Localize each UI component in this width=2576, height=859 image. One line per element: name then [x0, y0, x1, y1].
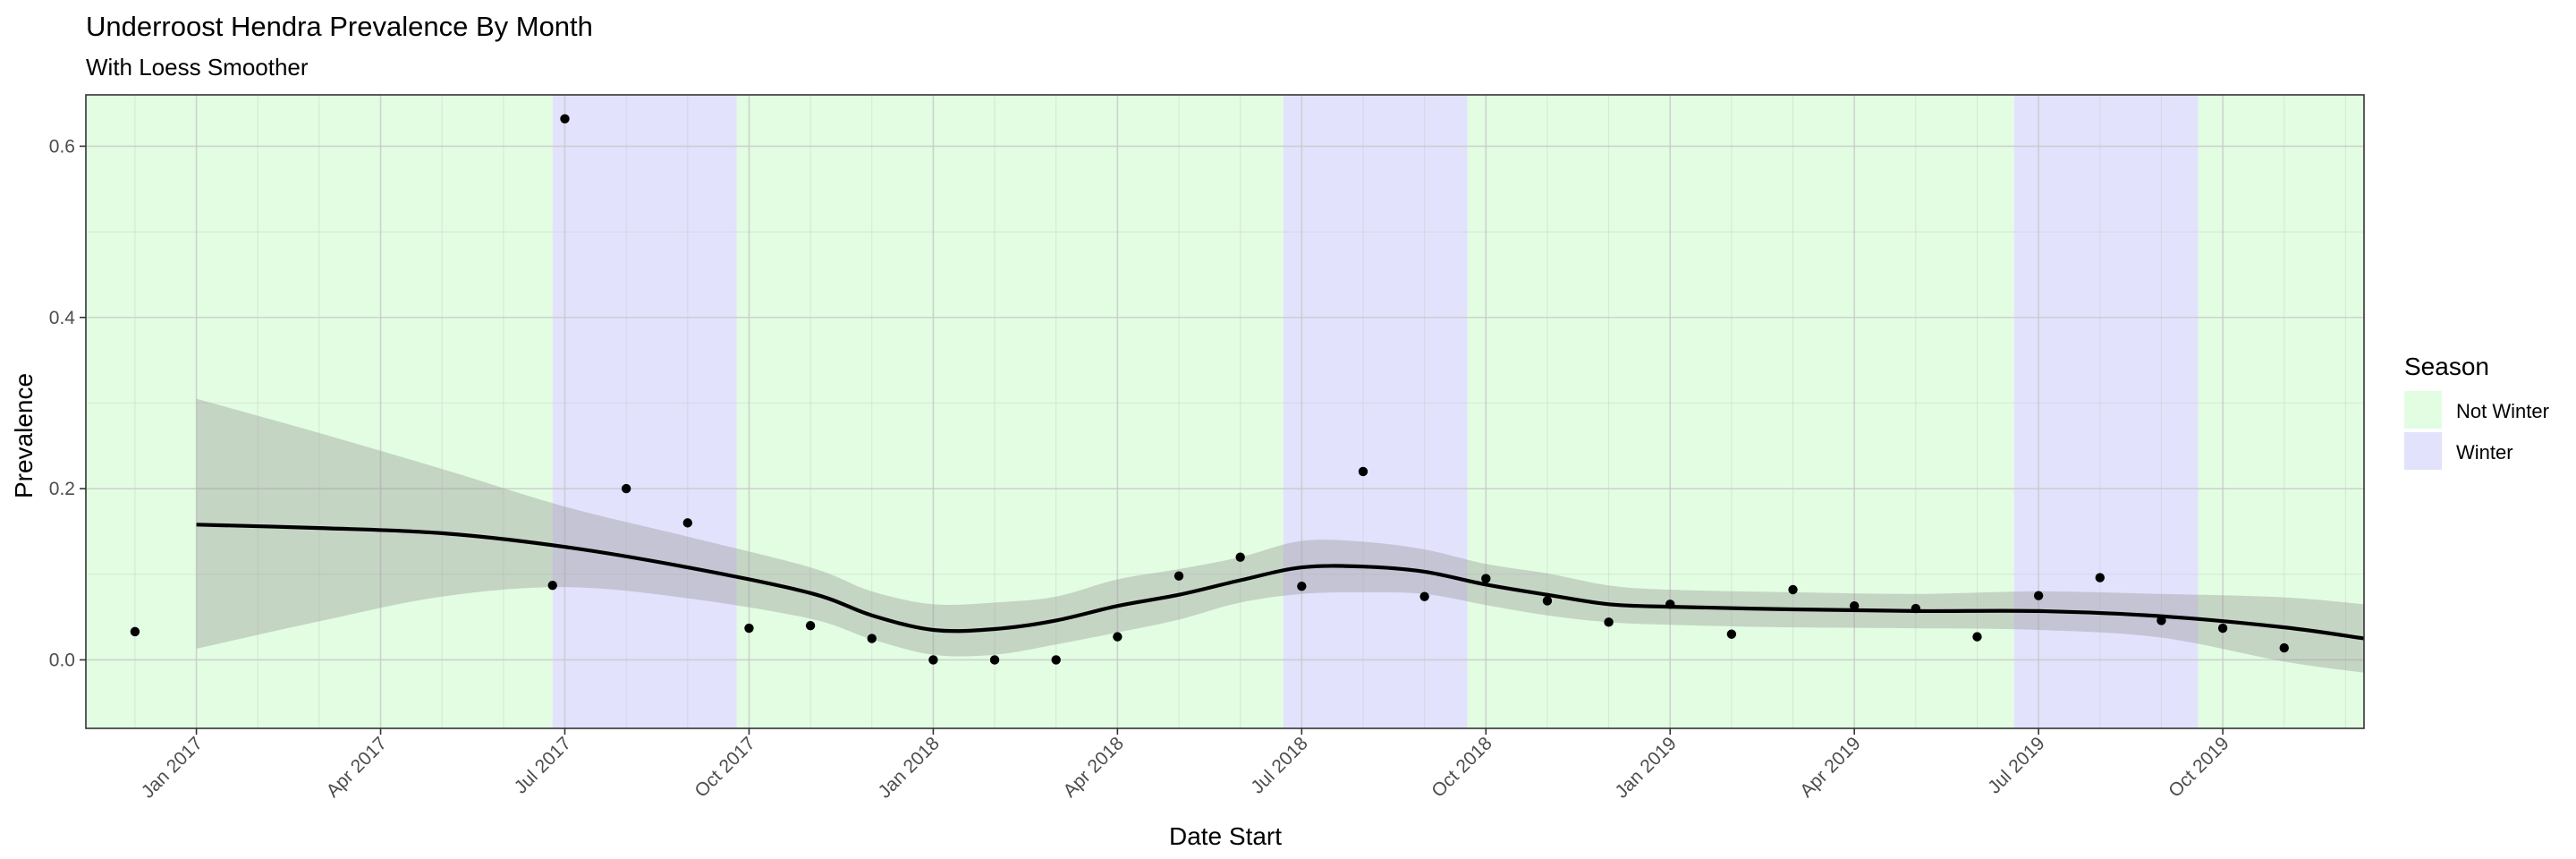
data-point-4: [682, 518, 692, 528]
x-tick-label: Jan 2017: [138, 733, 207, 802]
data-point-19: [1604, 617, 1614, 627]
data-point-1: [547, 581, 557, 591]
data-point-10: [1051, 655, 1061, 665]
data-point-2: [560, 114, 570, 123]
data-point-14: [1297, 581, 1307, 591]
x-tick-label: Jul 2017: [511, 733, 575, 797]
x-tick-label: Jul 2019: [1984, 733, 2048, 797]
season-band-winter-5: [2013, 95, 2199, 728]
legend-title: Season: [2404, 353, 2489, 380]
x-tick-label: Jul 2018: [1247, 733, 1311, 797]
data-point-11: [1113, 632, 1123, 642]
x-tick-label: Apr 2018: [1059, 733, 1128, 802]
legend: Season Not Winter Winter: [2404, 353, 2549, 470]
data-point-3: [621, 483, 631, 494]
season-band-not-winter-0: [86, 95, 553, 728]
data-point-28: [2157, 616, 2166, 625]
loess-line: [196, 523, 2365, 641]
data-point-8: [928, 655, 938, 665]
y-tick-label: 0.6: [49, 136, 75, 157]
x-tick-label: Oct 2017: [691, 733, 759, 802]
legend-key-winter: [2404, 432, 2442, 470]
y-axis-title: Prevalence: [10, 373, 38, 498]
x-tick-label: Oct 2019: [2165, 733, 2233, 802]
plot-border: [85, 94, 2365, 729]
data-point-25: [1972, 632, 1982, 642]
data-point-22: [1788, 584, 1798, 595]
x-tick-label: Jan 2019: [1611, 733, 1680, 802]
data-point-20: [1665, 600, 1675, 609]
y-tick-label: 0.4: [49, 308, 76, 328]
data-point-7: [867, 634, 877, 643]
x-tick-label: Oct 2018: [1428, 733, 1496, 802]
season-band-winter-3: [1283, 95, 1468, 728]
data-point-27: [2095, 573, 2105, 583]
data-point-12: [1174, 571, 1184, 581]
data-point-5: [744, 623, 754, 634]
confidence-ribbon: [196, 398, 2364, 673]
y-tick-label: 0.0: [49, 650, 75, 670]
legend-key-not-winter: [2404, 391, 2442, 429]
legend-label-winter: Winter: [2456, 441, 2513, 464]
data-point-6: [805, 620, 816, 631]
data-point-24: [1911, 603, 1921, 614]
data-point-21: [1726, 629, 1737, 639]
data-point-0: [130, 626, 140, 637]
x-axis-title: Date Start: [1169, 822, 1282, 850]
plot-area: 0.0 0.2 0.4 0.6 Jan 2017 Apr 2017 Jul 2017 Oct …: [49, 94, 2365, 803]
data-point-18: [1542, 596, 1553, 606]
data-point-30: [2279, 642, 2289, 653]
data-point-13: [1235, 552, 1245, 562]
season-band-not-winter-2: [736, 95, 1284, 728]
data-point-23: [1849, 600, 1860, 611]
data-point-29: [2217, 623, 2228, 634]
data-point-16: [1419, 591, 1429, 601]
data-point-15: [1358, 466, 1368, 477]
data-point-26: [2033, 591, 2044, 600]
data-point-9: [989, 655, 1000, 665]
x-tick-label: Apr 2017: [323, 733, 392, 802]
y-tick-label: 0.2: [49, 479, 75, 499]
chart-title: Underroost Hendra Prevalence By Month: [86, 11, 593, 42]
chart-subtitle: With Loess Smoother: [86, 54, 309, 81]
legend-label-not-winter: Not Winter: [2456, 400, 2549, 422]
x-tick-label: Apr 2019: [1796, 733, 1865, 802]
x-tick-label: Jan 2018: [875, 733, 944, 802]
data-point-17: [1481, 574, 1491, 583]
season-band-winter-1: [552, 95, 737, 728]
season-band-not-winter-4: [1467, 95, 2014, 728]
